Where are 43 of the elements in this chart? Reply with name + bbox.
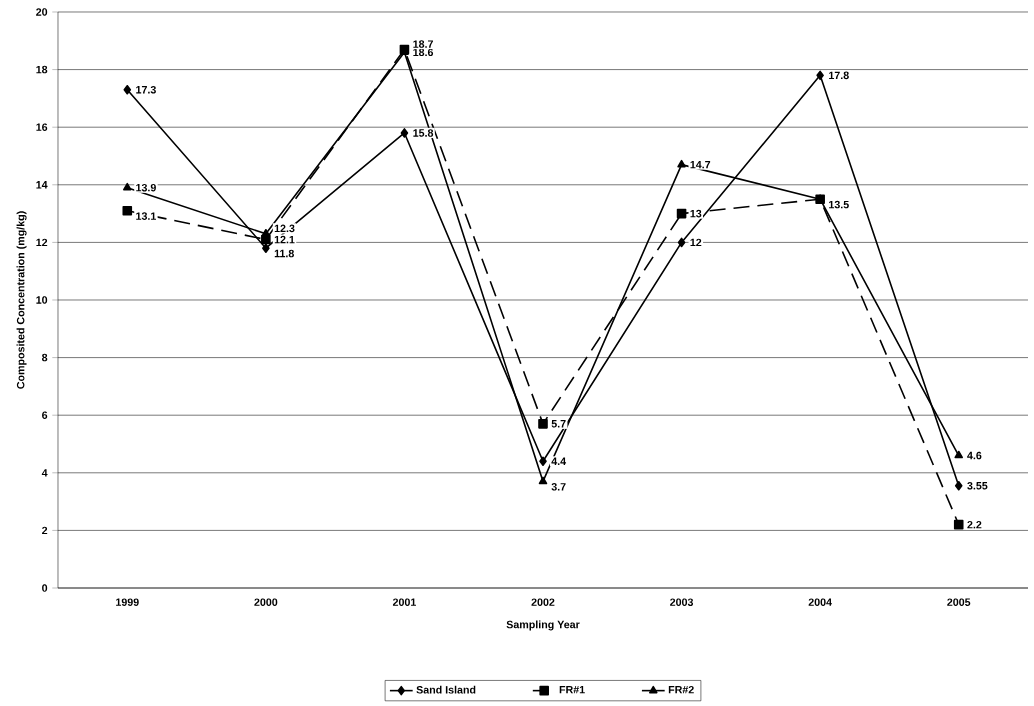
- data-label: 11.8: [274, 249, 294, 258]
- data-label: 12: [690, 238, 702, 247]
- x-axis-title: Sampling Year: [506, 620, 580, 631]
- data-label: 14.7: [690, 160, 711, 169]
- data-label: 13.9: [136, 183, 156, 192]
- legend-label: FR#1: [559, 685, 585, 694]
- legend-label: Sand Island: [416, 685, 476, 694]
- y-tick-label: 0: [42, 584, 48, 592]
- data-label: 15.8: [413, 129, 434, 137]
- y-axis-title: Composited Concentration (mg/kg): [16, 211, 27, 389]
- x-tick-label: 2003: [670, 598, 694, 606]
- data-label: 12.3: [274, 224, 295, 233]
- data-label: 18.6: [413, 48, 434, 57]
- x-tick-label: 2005: [947, 598, 971, 606]
- data-label: 3.7: [551, 483, 566, 491]
- y-tick-label: 8: [42, 353, 48, 362]
- y-tick-label: 4: [41, 469, 48, 477]
- x-tick-label: 2004: [808, 598, 832, 606]
- data-label: 3.55: [967, 481, 988, 490]
- x-tick-label: 2002: [531, 598, 555, 606]
- data-label: 17.8: [829, 71, 849, 80]
- data-label: 12.1: [274, 235, 295, 244]
- data-label: 13: [690, 209, 702, 218]
- y-tick-label: 18: [36, 65, 48, 74]
- data-label: 13.5: [829, 200, 849, 209]
- y-tick-label: 6: [42, 411, 48, 419]
- x-tick-label: 2000: [254, 598, 278, 606]
- x-tick-label: 2001: [392, 598, 416, 606]
- y-tick-label: 10: [36, 296, 48, 304]
- y-tick-label: 12: [36, 238, 48, 247]
- y-tick-label: 14: [36, 181, 48, 189]
- data-label: 17.3: [136, 85, 156, 94]
- y-tick-label: 20: [36, 8, 48, 16]
- data-label: 5.7: [551, 420, 566, 428]
- data-label: 4.4: [551, 457, 567, 465]
- data-label: 13.1: [136, 212, 156, 220]
- data-label: 2.2: [967, 520, 982, 529]
- data-label: 4.6: [967, 451, 982, 460]
- x-tick-label: 1999: [116, 598, 139, 606]
- legend-label: FR#2: [668, 685, 694, 694]
- y-tick-label: 2: [42, 526, 48, 535]
- data-label: 18.7: [413, 40, 433, 48]
- y-tick-label: 16: [36, 123, 48, 131]
